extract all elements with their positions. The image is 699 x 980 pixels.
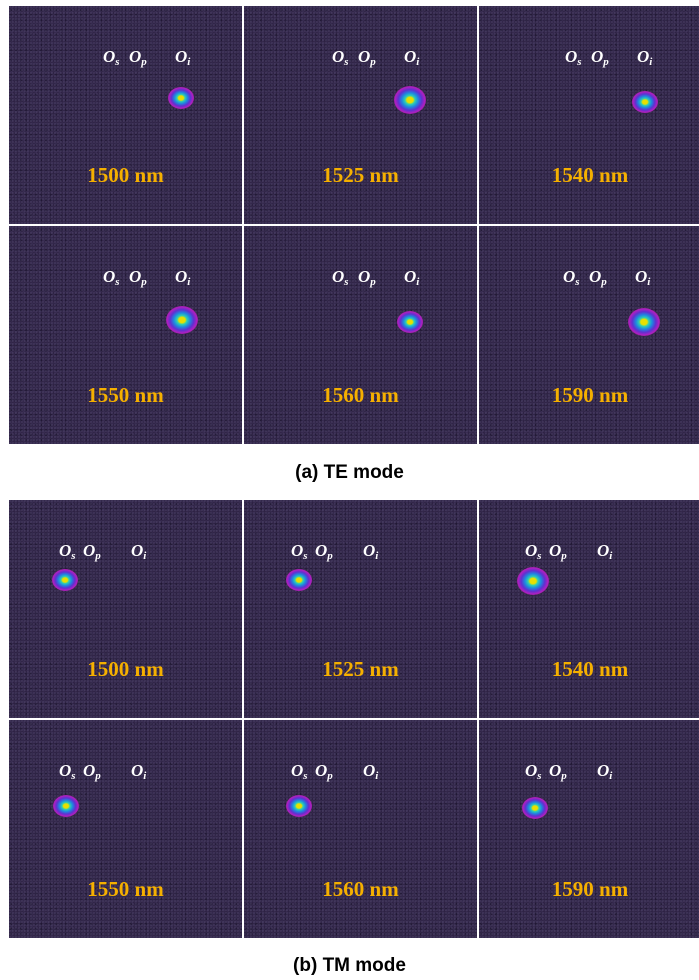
order-i-label: Oi xyxy=(131,541,147,562)
diffraction-order-labels: Os Op Oi xyxy=(9,6,242,224)
order-s-label: Os xyxy=(59,541,76,562)
order-p-label: Op xyxy=(358,47,376,68)
beam-spot xyxy=(394,86,426,114)
order-i-label: Oi xyxy=(404,47,420,68)
tm-tile-1525: Os Op Oi 1525 nm xyxy=(244,500,477,718)
beam-spot xyxy=(286,795,312,817)
order-s-label: Os xyxy=(565,47,582,68)
te-tile-1500: Os Op Oi 1500 nm xyxy=(9,6,242,224)
wavelength-label: 1550 nm xyxy=(87,383,164,407)
wavelength-label: 1500 nm xyxy=(87,163,164,187)
order-s-label: Os xyxy=(103,267,120,288)
order-p-label: Op xyxy=(129,47,147,68)
order-i-label: Oi xyxy=(597,541,613,562)
beam-spot xyxy=(166,306,198,334)
order-p-label: Op xyxy=(591,47,609,68)
order-p-label: Op xyxy=(549,541,567,562)
beam-spot xyxy=(522,797,548,819)
tm-tile-1500: Os Op Oi 1500 nm xyxy=(9,500,242,718)
order-s-label: Os xyxy=(332,47,349,68)
order-p-label: Op xyxy=(315,541,333,562)
beam-spot xyxy=(168,87,194,109)
order-p-label: Op xyxy=(83,541,101,562)
te-tile-1550: Os Op Oi 1550 nm xyxy=(9,226,242,444)
wavelength-label: 1540 nm xyxy=(551,657,629,681)
beam-spot xyxy=(52,569,78,591)
diffraction-order-labels: Os Op Oi xyxy=(9,500,242,718)
diffraction-order-labels: Os Op Oi xyxy=(9,720,242,938)
tm-tile-1590: Os Op Oi 1590 nm xyxy=(479,720,699,938)
diffraction-order-labels: Os Op Oi xyxy=(479,500,699,718)
order-i-label: Oi xyxy=(363,541,379,562)
diffraction-order-labels: Os Op Oi xyxy=(479,6,699,224)
order-i-label: Oi xyxy=(404,267,420,288)
wavelength-label: 1550 nm xyxy=(87,877,164,901)
order-s-label: Os xyxy=(291,541,308,562)
order-s-label: Os xyxy=(563,267,580,288)
wavelength-label: 1525 nm xyxy=(322,163,399,187)
tm-tile-1550: Os Op Oi 1550 nm xyxy=(9,720,242,938)
order-s-label: Os xyxy=(525,541,542,562)
order-s-label: Os xyxy=(59,761,76,782)
order-s-label: Os xyxy=(103,47,120,68)
order-p-label: Op xyxy=(589,267,607,288)
diffraction-order-labels: Os Op Oi xyxy=(244,226,477,444)
order-i-label: Oi xyxy=(131,761,147,782)
wavelength-label: 1500 nm xyxy=(87,657,164,681)
order-i-label: Oi xyxy=(175,267,191,288)
wavelength-label: 1540 nm xyxy=(551,163,629,187)
order-p-label: Op xyxy=(83,761,101,782)
beam-spot xyxy=(397,311,423,333)
diffraction-order-labels: Os Op Oi xyxy=(244,500,477,718)
beam-spot xyxy=(628,308,660,336)
beam-spot xyxy=(286,569,312,591)
te-tile-1560: Os Op Oi 1560 nm xyxy=(244,226,477,444)
diffraction-order-labels: Os Op Oi xyxy=(244,720,477,938)
beam-spot xyxy=(517,567,549,595)
diffraction-order-labels: Os Op Oi xyxy=(9,226,242,444)
wavelength-label: 1525 nm xyxy=(322,657,399,681)
caption-te-mode: (a) TE mode xyxy=(295,462,404,483)
diffraction-order-labels: Os Op Oi xyxy=(244,6,477,224)
tm-tile-1560: Os Op Oi 1560 nm xyxy=(244,720,477,938)
order-p-label: Op xyxy=(358,267,376,288)
order-p-label: Op xyxy=(315,761,333,782)
wavelength-label: 1560 nm xyxy=(322,383,399,407)
te-tile-1540: Os Op Oi 1540 nm xyxy=(479,6,699,224)
order-i-label: Oi xyxy=(175,47,191,68)
order-i-label: Oi xyxy=(635,267,651,288)
te-tile-1525: Os Op Oi 1525 nm xyxy=(244,6,477,224)
wavelength-label: 1590 nm xyxy=(551,383,629,407)
order-p-label: Op xyxy=(129,267,147,288)
tm-mode-grid: Os Op Oi 1500 nm Os Op Oi 1525 nm Os Op … xyxy=(9,500,699,938)
order-s-label: Os xyxy=(525,761,542,782)
order-i-label: Oi xyxy=(637,47,653,68)
wavelength-label: 1560 nm xyxy=(322,877,399,901)
wavelength-label: 1590 nm xyxy=(551,877,629,901)
diffraction-order-labels: Os Op Oi xyxy=(479,720,699,938)
te-tile-1590: Os Op Oi 1590 nm xyxy=(479,226,699,444)
te-mode-grid: Os Op Oi 1500 nm Os Op Oi 1525 nm Os Op … xyxy=(9,6,699,444)
beam-spot xyxy=(53,795,79,817)
order-i-label: Oi xyxy=(363,761,379,782)
order-i-label: Oi xyxy=(597,761,613,782)
order-s-label: Os xyxy=(291,761,308,782)
caption-tm-mode: (b) TM mode xyxy=(293,955,406,976)
diffraction-order-labels: Os Op Oi xyxy=(479,226,699,444)
tm-tile-1540: Os Op Oi 1540 nm xyxy=(479,500,699,718)
order-p-label: Op xyxy=(549,761,567,782)
beam-spot xyxy=(632,91,658,113)
order-s-label: Os xyxy=(332,267,349,288)
